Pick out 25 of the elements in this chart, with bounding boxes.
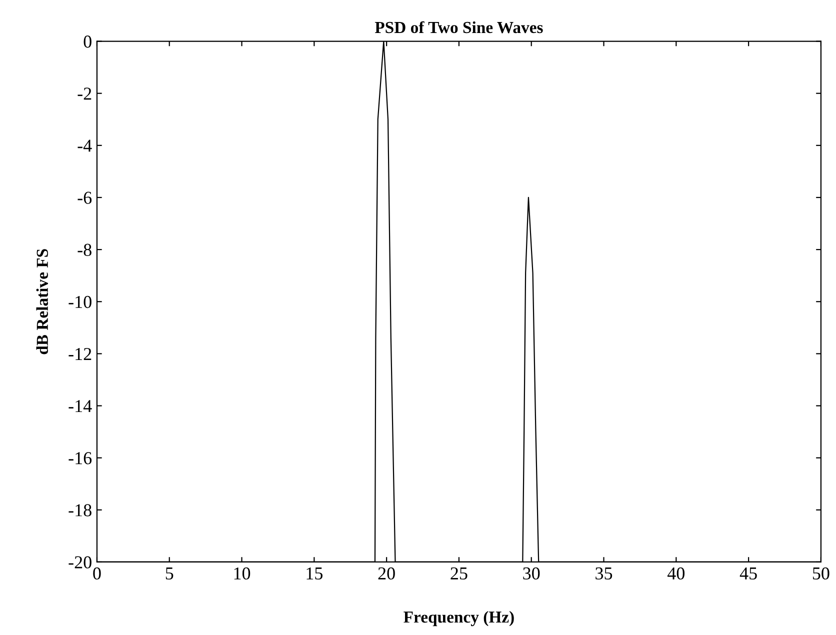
- y-tick-label: -6: [78, 192, 92, 204]
- x-tick-label: 0: [93, 567, 101, 580]
- x-tick-label: 5: [166, 568, 174, 580]
- y-tick-label: -18: [68, 504, 92, 516]
- y-tick-label: -4: [78, 140, 92, 152]
- y-tick-label: -2: [78, 88, 92, 100]
- y-tick-label: -10: [68, 296, 92, 308]
- y-tick-label: -16: [68, 452, 92, 464]
- x-tick-label: 45: [740, 567, 757, 580]
- x-axis-title: Frequency (Hz): [404, 610, 514, 626]
- y-tick-label: -12: [68, 348, 92, 360]
- y-tick-label: -14: [68, 400, 92, 412]
- x-tick-label: 10: [234, 567, 250, 580]
- y-tick-label: -20: [68, 556, 92, 568]
- y-axis-title: dB Relative FS: [36, 249, 48, 354]
- x-tick-label: 15: [306, 567, 322, 580]
- x-tick-label: 30: [523, 567, 540, 580]
- y-tick-label: -8: [78, 244, 92, 256]
- x-tick-label: 20: [378, 567, 395, 580]
- x-tick-label: 40: [667, 567, 684, 580]
- chart-title: PSD of Two Sine Waves: [374, 21, 543, 34]
- y-tick-label: 0: [84, 36, 92, 48]
- x-tick-label: 25: [450, 567, 468, 580]
- x-tick-label: 35: [596, 567, 612, 580]
- x-tick-label: 50: [812, 567, 830, 580]
